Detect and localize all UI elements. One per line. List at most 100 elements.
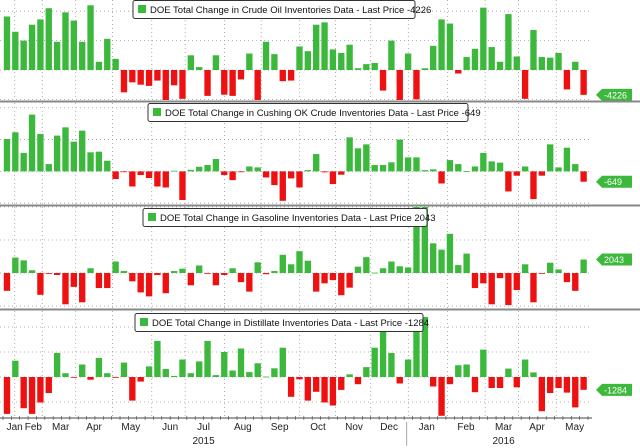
- legend-label: DOE Total Change in Cushing OK Crude Inv…: [165, 108, 481, 119]
- bar: [463, 253, 470, 274]
- bar: [313, 24, 320, 70]
- bar: [421, 317, 429, 377]
- bar: [555, 167, 562, 172]
- bar: [555, 377, 562, 388]
- bar: [547, 377, 554, 393]
- last-value-label: -1284: [604, 385, 627, 395]
- bar: [371, 347, 378, 377]
- bar: [79, 273, 86, 303]
- bar: [262, 41, 270, 70]
- last-value-label: -649: [604, 177, 622, 187]
- bar: [388, 162, 395, 172]
- bar: [95, 273, 103, 289]
- bar: [162, 70, 169, 100]
- legend-box: [134, 313, 424, 332]
- month-label: May: [121, 422, 140, 433]
- bar: [379, 330, 387, 377]
- bar: [563, 273, 571, 283]
- bar: [204, 340, 211, 377]
- bar: [37, 19, 44, 70]
- bar: [129, 273, 136, 282]
- month-label: Apr: [529, 422, 545, 433]
- bar: [20, 40, 27, 70]
- bar: [237, 70, 245, 80]
- bar: [179, 359, 186, 377]
- bar: [488, 161, 495, 172]
- bar: [262, 376, 270, 378]
- bar: [162, 369, 169, 377]
- bar: [170, 170, 178, 172]
- bar: [70, 20, 78, 71]
- bar: [20, 377, 27, 409]
- bar: [413, 207, 420, 274]
- bar: [53, 135, 61, 172]
- bar: [20, 152, 27, 172]
- bar: [304, 51, 312, 70]
- month-label: Dec: [380, 422, 398, 433]
- bar: [229, 370, 236, 377]
- panel-3: DOE Total Change in Gasoline Inventories…: [0, 206, 640, 311]
- bar: [480, 349, 487, 377]
- month-label: Feb: [25, 422, 43, 433]
- bar: [580, 377, 587, 390]
- bar: [329, 171, 337, 185]
- bar: [379, 268, 387, 274]
- bar: [421, 170, 429, 172]
- bar: [62, 12, 69, 70]
- legend-swatch: [148, 213, 156, 221]
- bar: [496, 377, 504, 388]
- bar: [104, 160, 111, 172]
- bar: [538, 377, 546, 412]
- bar: [246, 53, 253, 70]
- bar: [563, 70, 571, 90]
- bar: [488, 47, 495, 70]
- bar: [521, 264, 529, 274]
- bar: [87, 377, 94, 380]
- bar: [28, 270, 36, 274]
- bar: [321, 171, 328, 173]
- bar: [287, 70, 295, 81]
- month-label: Aug: [234, 422, 252, 433]
- bar: [505, 273, 512, 306]
- bar: [3, 273, 11, 291]
- bar: [480, 273, 487, 284]
- bar: [262, 171, 270, 178]
- bar: [313, 377, 320, 392]
- bar: [196, 166, 203, 172]
- year-label: 2015: [192, 436, 215, 447]
- bar: [187, 373, 195, 377]
- legend-box: [132, 0, 416, 19]
- bar: [430, 45, 437, 70]
- bar: [388, 353, 395, 377]
- bar: [404, 157, 412, 172]
- bar: [3, 16, 11, 70]
- bar: [496, 273, 504, 279]
- bar: [221, 273, 228, 275]
- legend-label: DOE Total Change in Distillate Inventori…: [152, 318, 429, 329]
- bar: [271, 271, 278, 274]
- bar: [112, 261, 119, 274]
- bar: [212, 273, 220, 286]
- bar: [262, 273, 270, 275]
- bar: [321, 273, 328, 284]
- bar: [388, 40, 395, 70]
- bar: [212, 55, 220, 70]
- bar: [179, 171, 186, 201]
- bar: [287, 264, 295, 274]
- bar: [196, 361, 203, 377]
- bar: [3, 138, 11, 172]
- bar: [513, 377, 520, 388]
- bar: [363, 367, 370, 377]
- bar: [120, 362, 128, 377]
- bar: [480, 7, 487, 70]
- bar: [229, 268, 236, 274]
- bar: [221, 171, 228, 176]
- bar: [87, 152, 94, 172]
- bar: [346, 374, 353, 377]
- bar: [430, 377, 437, 387]
- bar: [62, 373, 69, 377]
- bar: [53, 273, 61, 275]
- bar: [446, 23, 454, 70]
- last-value-label: -4226: [604, 90, 627, 100]
- bar: [112, 58, 119, 70]
